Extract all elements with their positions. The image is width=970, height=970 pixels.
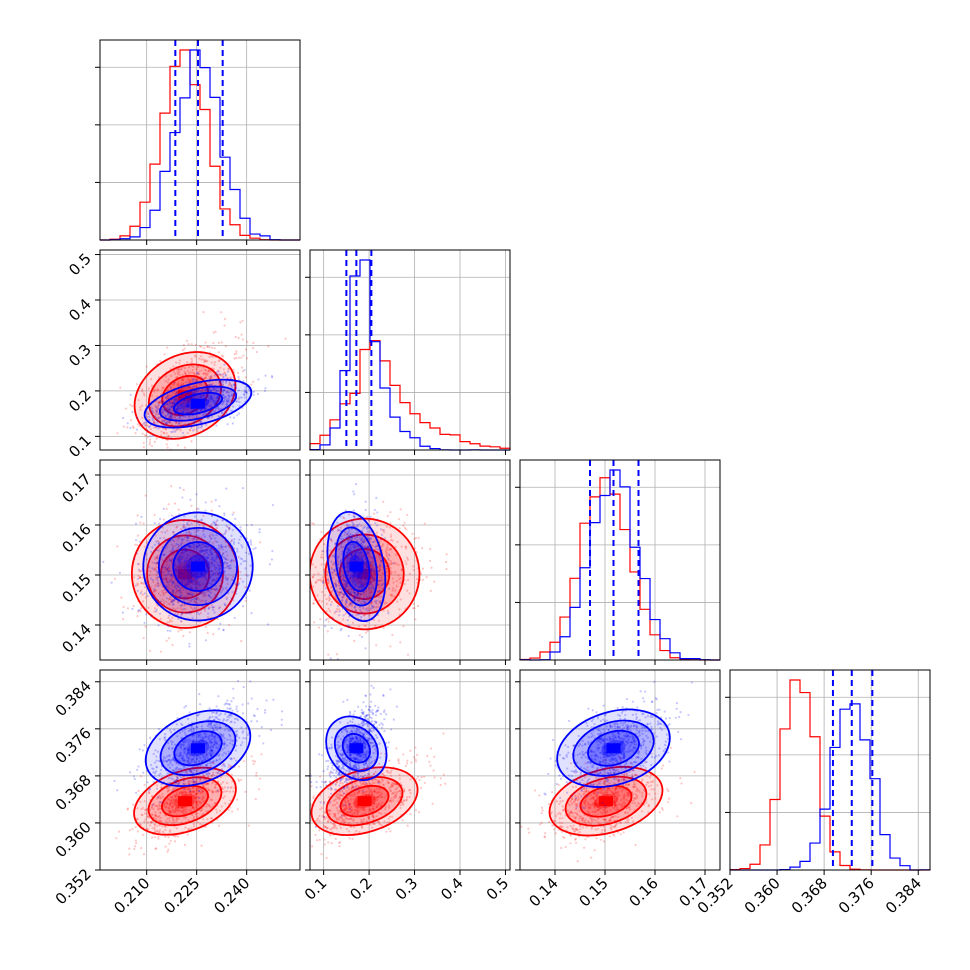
- x-tick-label: 0.368: [788, 874, 831, 917]
- y-tick-label: 0.16: [58, 520, 94, 556]
- blue-contour: [334, 526, 378, 607]
- red-histogram: [100, 49, 300, 241]
- scatter-panel: [100, 670, 300, 870]
- red-contour: [310, 517, 421, 631]
- blue-contour: [142, 511, 254, 622]
- red-contour: [133, 351, 237, 440]
- red-contour: [148, 363, 222, 428]
- x-tick-label: 0.376: [835, 874, 878, 917]
- x-tick-label: 0.5: [483, 874, 513, 904]
- x-tick-label: 0.3: [392, 874, 422, 904]
- axes-frame: [519, 669, 721, 871]
- blue-peak-marker: [349, 561, 364, 572]
- blue-contour: [172, 391, 224, 416]
- red-peak-marker: [178, 796, 192, 807]
- y-tick-label: 0.2: [65, 386, 95, 416]
- blue-contour: [143, 378, 253, 429]
- blue-contour: [572, 719, 655, 777]
- histogram-panel: [515, 459, 721, 661]
- blue-contour: [556, 708, 671, 788]
- blue-contour: [325, 715, 388, 781]
- axes-frame: [309, 459, 511, 661]
- blue-contour: [158, 526, 238, 607]
- blue-contour: [587, 729, 640, 767]
- axes-frame: [309, 669, 511, 871]
- blue-contour: [333, 724, 379, 772]
- axes-frame: [99, 459, 301, 661]
- blue-contour: [159, 720, 237, 777]
- red-contour: [564, 775, 648, 827]
- y-tick-label: 0.384: [52, 677, 95, 720]
- scatter-panel: [310, 460, 510, 660]
- axes-frame: [309, 249, 511, 451]
- x-tick-label: 0.225: [160, 874, 203, 917]
- red-peak-marker: [178, 569, 192, 579]
- red-contour: [161, 374, 209, 416]
- blue-contour: [144, 709, 252, 787]
- blue-peak-marker: [191, 398, 205, 409]
- x-tick-label: 0.2: [346, 874, 376, 904]
- red-contour: [161, 785, 209, 818]
- blue-scatter-points: [321, 483, 395, 660]
- blue-contour: [342, 540, 371, 593]
- blue-peak-marker: [191, 743, 205, 754]
- histogram-panel: [95, 39, 301, 241]
- red-peak-marker: [357, 569, 372, 579]
- x-tick-label: 0.384: [882, 874, 925, 917]
- scatter-panel: [310, 670, 510, 870]
- blue-contour: [172, 541, 224, 592]
- red-contour: [147, 776, 223, 827]
- y-tick-label: 0.352: [52, 865, 95, 908]
- histogram-panel: [305, 249, 511, 451]
- scatter-panel: [520, 670, 720, 870]
- blue-peak-marker: [606, 743, 621, 754]
- y-tick-label: 0.4: [65, 295, 95, 325]
- red-peak-marker: [178, 390, 192, 401]
- red-peak-marker: [599, 796, 613, 807]
- histogram-panel: [725, 669, 931, 871]
- x-tick-label: 0.16: [625, 874, 661, 910]
- red-contour: [339, 784, 390, 818]
- y-tick-label: 0.15: [58, 570, 94, 606]
- red-histogram: [519, 477, 720, 661]
- x-tick-label: 0.14: [525, 874, 561, 910]
- blue-contour: [158, 385, 238, 422]
- blue-histogram: [519, 469, 720, 661]
- y-tick-label: 0.17: [58, 470, 94, 506]
- axes-frame: [519, 459, 721, 661]
- y-tick-label: 0.3: [65, 341, 95, 371]
- y-tick-label: 0.14: [58, 620, 94, 656]
- axes-frame: [99, 669, 301, 871]
- x-tick-label: 0.15: [575, 874, 611, 910]
- y-tick-label: 0.360: [52, 818, 95, 861]
- x-tick-label: 0.4: [437, 874, 467, 904]
- x-tick-label: 0.1: [301, 874, 331, 904]
- y-tick-label: 0.1: [65, 431, 95, 461]
- red-peak-marker: [357, 796, 372, 807]
- blue-histogram: [309, 259, 510, 451]
- y-tick-label: 0.5: [65, 250, 95, 280]
- blue-histogram: [100, 49, 300, 241]
- blue-peak-marker: [191, 561, 205, 572]
- x-tick-label: 0.240: [210, 874, 253, 917]
- red-contour: [310, 766, 419, 836]
- axes-frame: [729, 669, 931, 871]
- x-tick-label: 0.360: [741, 874, 784, 917]
- blue-contour: [326, 510, 387, 623]
- blue-contour: [173, 730, 223, 767]
- axes-frame: [99, 249, 301, 451]
- y-tick-label: 0.368: [52, 771, 95, 814]
- red-contour: [548, 766, 664, 837]
- scatter-panel: [100, 250, 300, 450]
- scatter-panel: [100, 460, 300, 660]
- red-contour: [324, 533, 405, 615]
- blue-peak-marker: [349, 743, 364, 754]
- y-tick-label: 0.376: [52, 724, 95, 767]
- x-tick-label: 0.210: [110, 874, 153, 917]
- blue-contour: [341, 732, 371, 764]
- axes-frame: [99, 39, 301, 241]
